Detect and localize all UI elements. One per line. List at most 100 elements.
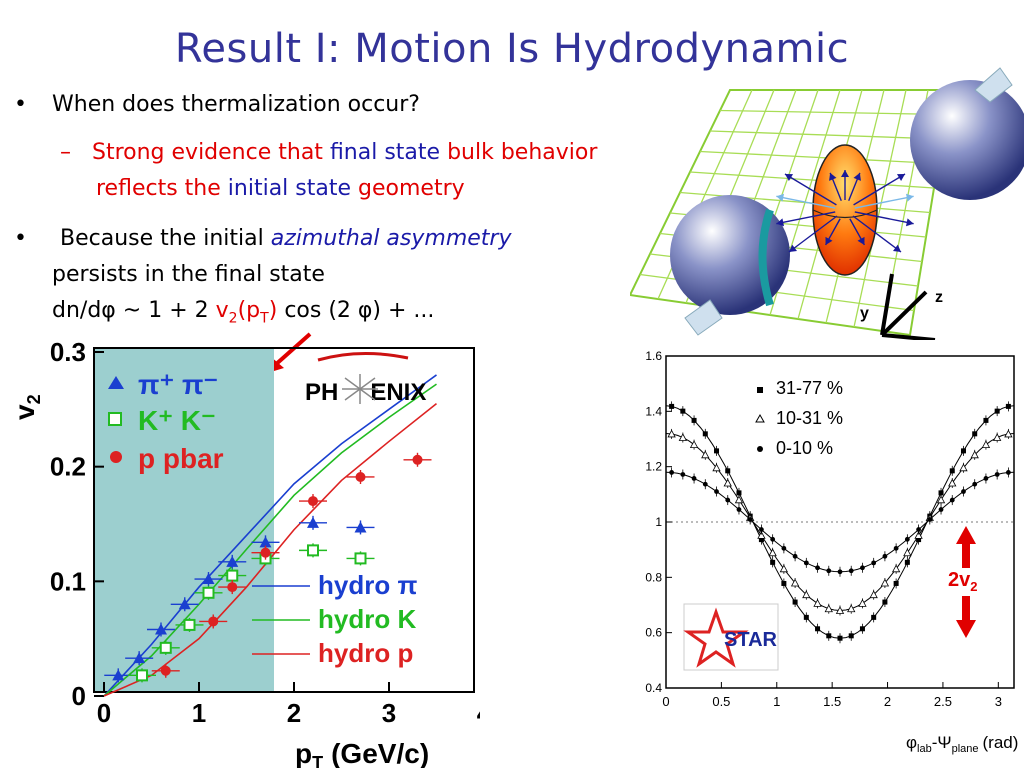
formula-v2: v2(pT)	[215, 298, 278, 327]
legend-label: K⁺ K⁻	[138, 405, 216, 436]
data-point	[680, 472, 686, 477]
data-point	[770, 536, 776, 542]
data-point	[689, 440, 699, 448]
bullet-dot: •	[14, 226, 27, 251]
x-tick-label: 1	[192, 698, 206, 728]
data-point	[893, 545, 899, 551]
data-point	[226, 555, 239, 567]
flow-arrow	[852, 215, 902, 253]
data-point	[112, 669, 125, 681]
data-point	[259, 536, 272, 548]
data-point	[226, 569, 239, 582]
data-point	[714, 489, 719, 494]
sub-bullet-line-1: – Strong evidence that final state bulk …	[60, 140, 597, 165]
data-point	[859, 626, 865, 632]
x-tick-label: 2	[884, 694, 891, 709]
legend-label: 10-31 %	[776, 408, 843, 428]
data-point	[183, 618, 196, 631]
data-point	[355, 471, 366, 482]
data-point	[837, 635, 843, 641]
dn-dphi-chart: 0 0.5 1 1.5 2 2.5 3 0.4 0.6 0.8 1 1.2 1.4 1.6 31-77 %…	[630, 340, 1024, 768]
sub-text-3: bulk behavior	[447, 140, 598, 165]
data-point	[815, 565, 820, 571]
data-point	[858, 599, 867, 607]
legend-marker	[108, 376, 124, 389]
x-tick-label: 0	[97, 698, 111, 728]
sub-text-6: geometry	[358, 176, 465, 201]
x-tick-label: 0.5	[712, 694, 730, 709]
sub-text-1: Strong evidence that	[92, 140, 323, 165]
thermal-shaded-region	[94, 348, 274, 692]
flow-arrowhead	[905, 193, 914, 202]
x-axis-label: pT (GeV/c)	[295, 738, 429, 768]
data-point	[792, 599, 798, 605]
plot-frame	[93, 347, 475, 693]
data-point	[936, 495, 946, 504]
data-point	[208, 616, 219, 627]
data-point	[712, 463, 721, 472]
flow-arrowhead	[841, 170, 849, 177]
hydro-curve	[103, 374, 437, 697]
x-tick-label: 3	[995, 694, 1002, 709]
data-point	[882, 599, 888, 605]
data-point	[972, 431, 978, 437]
amplitude-label: 2v2	[948, 569, 977, 594]
svg-text:STAR: STAR	[724, 629, 778, 651]
data-point	[914, 531, 923, 539]
y-tick-label: 0.2	[50, 452, 86, 482]
data-point	[354, 552, 367, 565]
data-point	[869, 590, 878, 599]
data-point	[938, 507, 944, 512]
data-point	[678, 433, 688, 441]
data-point	[725, 497, 731, 503]
data-point	[781, 580, 787, 586]
bullet2-azimuthal: azimuthal asymmetry	[270, 226, 512, 251]
fireball	[812, 144, 878, 276]
data-point	[835, 606, 845, 614]
axes-icon	[880, 273, 936, 342]
data-point	[949, 468, 955, 474]
data-point	[961, 489, 966, 494]
flow-arrowhead	[784, 173, 794, 182]
legend-label: hydro p	[318, 638, 413, 668]
y-tick-label: 0.4	[645, 681, 662, 695]
data-point	[871, 560, 877, 566]
x-tick-label: 3	[382, 698, 396, 728]
data-point	[824, 604, 833, 613]
data-point	[792, 553, 798, 559]
data-point	[837, 569, 843, 575]
formula: dn/dφ ~ 1 + 2 v2(pT) cos (2 φ) + ...	[52, 298, 434, 326]
data-point	[227, 582, 238, 593]
data-point	[813, 599, 822, 607]
y-axis-label: v2	[9, 394, 44, 420]
legend-marker	[110, 451, 122, 463]
y-tick-label: 0.8	[645, 570, 662, 584]
sub-dash: –	[60, 140, 71, 165]
data-point	[916, 527, 921, 532]
data-point	[882, 553, 888, 559]
axis-y-label: y	[860, 305, 869, 322]
legend-marker	[757, 446, 763, 452]
data-point	[723, 478, 732, 487]
y-tick-label: 0	[72, 681, 86, 711]
data-point	[1005, 470, 1011, 475]
x-tick-label: 1	[773, 694, 780, 709]
data-point	[826, 568, 832, 574]
bullet-dot: •	[14, 92, 27, 117]
nucleus-right	[910, 67, 1024, 200]
data-point	[354, 521, 367, 533]
data-point	[948, 478, 957, 487]
bullet-asymmetry: Because the initial azimuthal asymmetry	[60, 226, 511, 251]
legend-label: hydro π	[318, 570, 417, 600]
data-point	[815, 626, 821, 632]
data-point	[903, 548, 912, 557]
data-point	[992, 433, 1002, 441]
data-point	[133, 652, 146, 664]
flow-arrowhead	[829, 172, 837, 181]
data-point	[960, 448, 966, 454]
legend-label: π⁺ π⁻	[138, 369, 218, 400]
sub-text-5: initial state	[227, 176, 352, 201]
grid-plane	[630, 89, 952, 337]
